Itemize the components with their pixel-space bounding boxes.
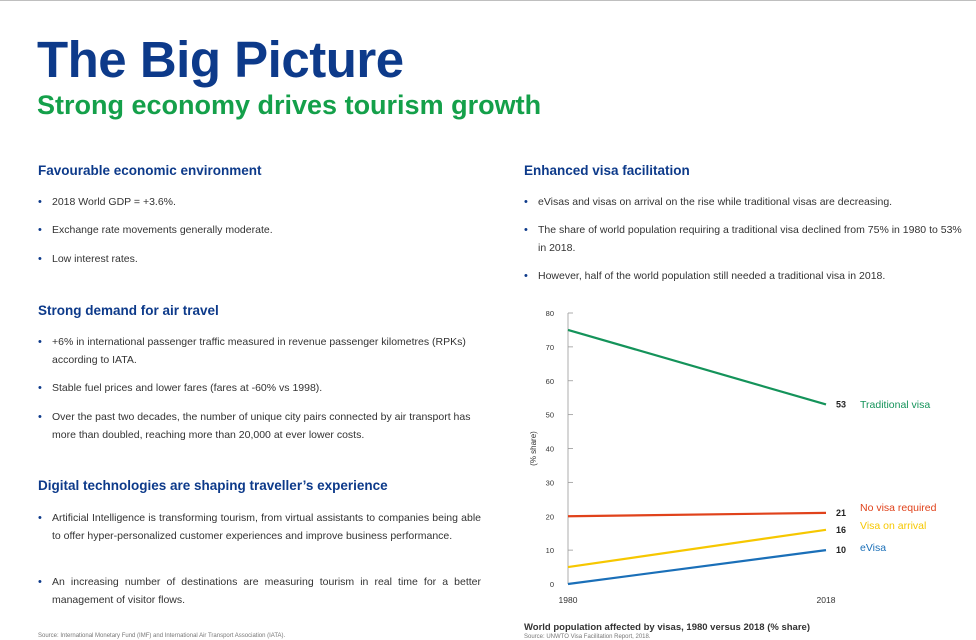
left-source: Source: International Monetary Fund (IMF… [38,633,286,639]
series-label: No visa required [860,502,937,514]
visa-line-chart: 0 10 20 30 40 50 60 70 80 1980 2018 (% share) 53 Trad… [529,309,937,605]
data-label: 10 [836,545,846,555]
y-tick-label: 30 [546,478,554,487]
air-travel-bullet: +6% in international passenger traffic m… [38,333,484,369]
chart-source: Source: UNWTO Visa Facilitation Report, … [524,634,651,640]
y-tick-label: 40 [546,445,554,454]
data-label: 16 [836,525,846,535]
visa-bullet: However, half of the world population st… [524,267,963,285]
y-tick-label: 20 [546,512,554,521]
y-tick-label: 70 [546,343,554,352]
digital-bullet: An increasing number of destinations are… [38,573,481,609]
visa-bullet: The share of world population requiring … [524,221,963,257]
economy-bullet: Low interest rates. [38,250,482,268]
series-line [567,328,827,406]
series-label: Traditional visa [860,399,930,411]
y-axis-title: (% share) [529,431,538,466]
y-tick-label: 0 [550,580,554,589]
data-label: 21 [836,508,846,518]
series-line [567,528,827,569]
economy-bullet: Exchange rate movements generally modera… [38,221,482,239]
y-tick-label: 10 [546,546,554,555]
air-travel-heading: Strong demand for air travel [38,303,219,318]
series-line [567,549,827,586]
series-label: eVisa [860,542,886,554]
page-subtitle: Strong economy drives tourism growth [37,90,542,120]
y-tick-label: 80 [546,309,554,318]
x-tick-label: 1980 [559,595,578,605]
chart-caption: World population affected by visas, 1980… [524,622,810,633]
economy-bullet: 2018 World GDP = +3.6%. [38,193,482,211]
page-title: The Big Picture [37,31,404,88]
digital-bullet: Artificial Intelligence is transforming … [38,509,481,545]
x-tick-label: 2018 [817,595,836,605]
top-rule [0,0,976,1]
y-tick-label: 60 [546,377,554,386]
air-travel-bullet: Over the past two decades, the number of… [38,408,484,444]
series-label: Visa on arrival [860,520,926,532]
air-travel-bullet: Stable fuel prices and lower fares (fare… [38,379,484,397]
visa-heading: Enhanced visa facilitation [524,163,690,178]
series-line [567,511,827,518]
digital-heading: Digital technologies are shaping travell… [38,478,388,493]
data-label: 53 [836,399,846,409]
y-tick-label: 50 [546,411,554,420]
economy-heading: Favourable economic environment [38,163,262,178]
visa-bullet: eVisas and visas on arrival on the rise … [524,193,963,211]
